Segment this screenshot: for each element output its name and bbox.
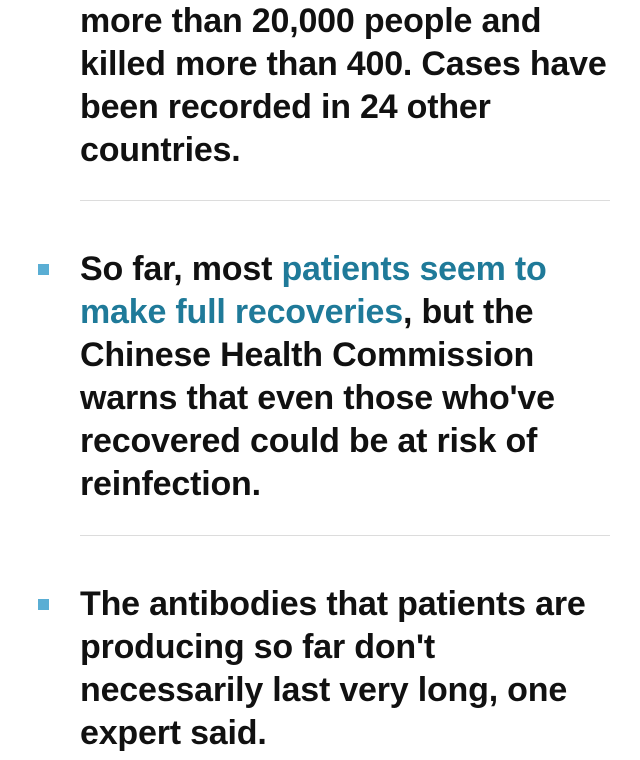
bullet-text-suffix: , but the Chinese Health Commission warn…	[80, 293, 555, 503]
divider	[80, 535, 610, 536]
bullet-marker-icon	[38, 264, 49, 275]
bullet-marker-icon	[38, 599, 49, 610]
lead-paragraph: more than 20,000 people and killed more …	[80, 2, 607, 169]
recoveries-link[interactable]: patients seem to make full recoveries	[80, 250, 547, 331]
bullet-item-1: So far, most patients seem to make full …	[80, 248, 620, 506]
bullet-text-prefix: So far, most	[80, 250, 282, 288]
bullet-item-2: The antibodies that patients are produci…	[80, 585, 586, 752]
divider	[80, 200, 610, 201]
